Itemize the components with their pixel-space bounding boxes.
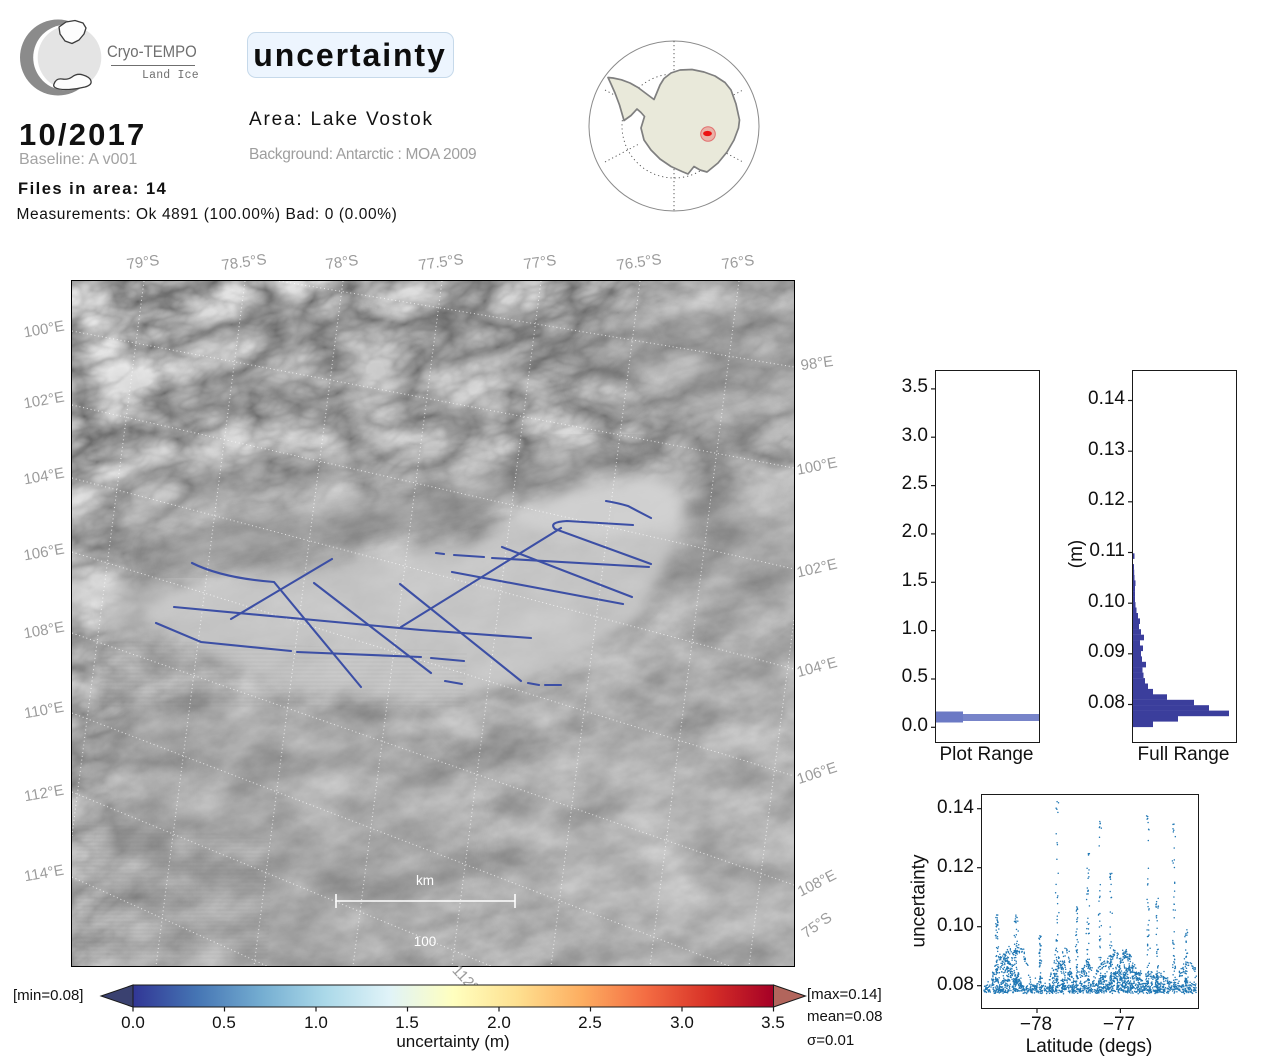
svg-text:100: 100 [414, 934, 437, 949]
svg-text:km: km [416, 873, 434, 888]
